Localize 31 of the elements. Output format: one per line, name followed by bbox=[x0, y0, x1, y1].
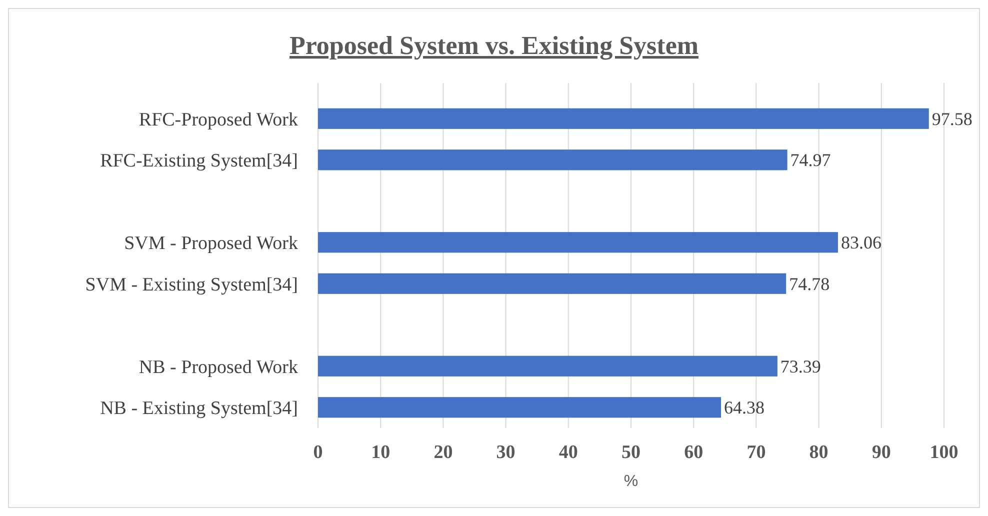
y-tick-label: NB - Proposed Work bbox=[138, 356, 298, 378]
x-tick-label: 70 bbox=[746, 442, 766, 463]
bar bbox=[318, 356, 778, 376]
y-tick-label: RFC-Existing System[34] bbox=[100, 150, 298, 172]
x-tick-label: 100 bbox=[930, 442, 958, 463]
chart-title: Proposed System vs. Existing System bbox=[289, 31, 699, 60]
y-tick-label: SVM - Existing System[34] bbox=[85, 274, 298, 296]
y-tick-label: SVM - Proposed Work bbox=[124, 233, 298, 254]
data-label: 73.39 bbox=[780, 356, 821, 376]
bar bbox=[318, 150, 788, 170]
bar bbox=[318, 273, 786, 294]
bar bbox=[318, 232, 838, 253]
x-tick-label: 60 bbox=[684, 442, 704, 463]
data-label: 97.58 bbox=[932, 108, 972, 129]
bar bbox=[318, 108, 929, 129]
data-label: 74.97 bbox=[790, 150, 831, 170]
x-tick-label: 80 bbox=[809, 442, 828, 463]
x-tick-label: 90 bbox=[872, 442, 891, 463]
y-tick-label: RFC-Proposed Work bbox=[138, 109, 298, 130]
x-tick-label: 50 bbox=[622, 442, 640, 463]
x-axis-title: % bbox=[624, 473, 638, 490]
x-tick-label: 20 bbox=[434, 442, 453, 463]
x-tick-label: 30 bbox=[496, 442, 516, 463]
x-tick-label: 10 bbox=[371, 442, 390, 463]
data-label: 83.06 bbox=[840, 232, 882, 253]
data-label: 74.78 bbox=[789, 274, 830, 294]
x-tick-label: 0 bbox=[313, 442, 323, 463]
y-tick-label: NB - Existing System[34] bbox=[100, 398, 298, 420]
x-tick-label: 40 bbox=[558, 442, 578, 463]
data-label: 64.38 bbox=[724, 398, 765, 418]
bar bbox=[318, 397, 722, 418]
